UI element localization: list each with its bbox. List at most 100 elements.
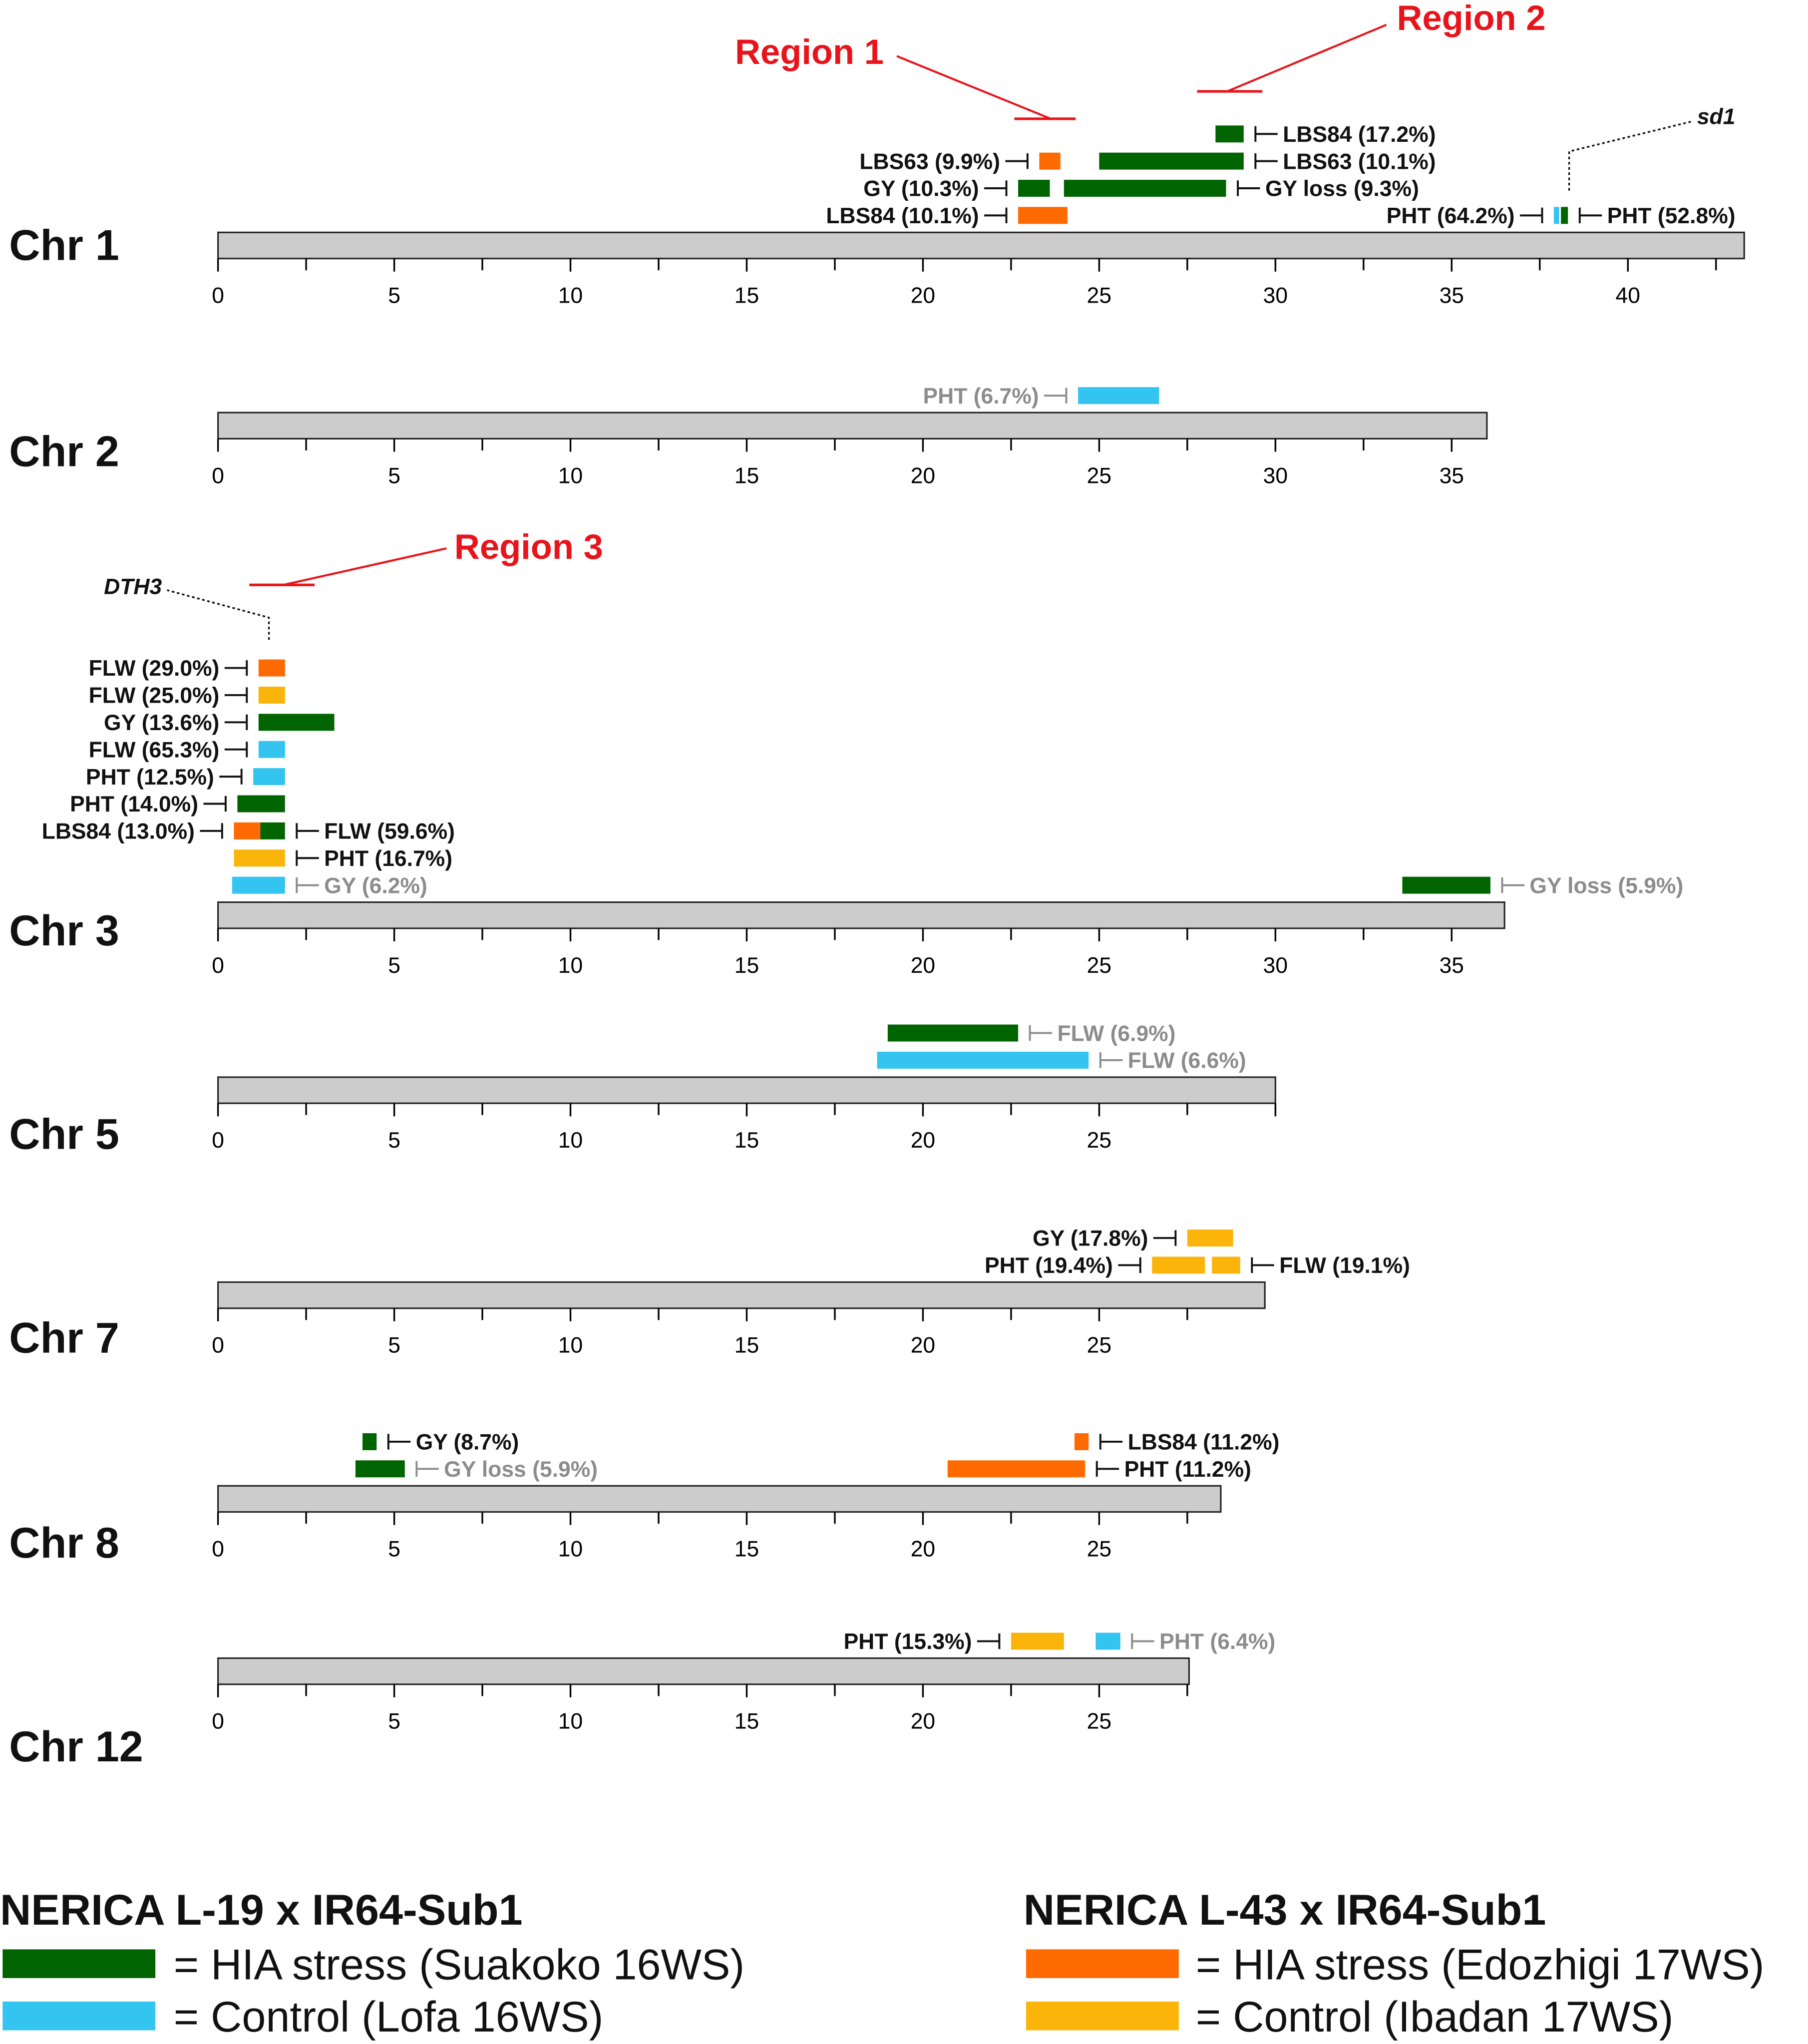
tick-label: 30 — [1263, 953, 1288, 978]
qtl: FLW (19.1%) — [1212, 1253, 1410, 1278]
chromosome-label: Chr 7 — [9, 1314, 119, 1362]
chromosome-chr8: Chr 8 0 5 10 15 20 25 GY (8.7%) LBS84 (11.2%) GY … — [9, 1430, 1279, 1567]
tick-label: 15 — [734, 953, 759, 978]
chromosome-label: Chr 2 — [9, 427, 119, 475]
qtl-bar — [877, 1051, 1089, 1069]
chromosome-label: Chr 5 — [9, 1111, 119, 1159]
tick-label: 0 — [212, 284, 224, 308]
qtl: GY (10.3%) — [863, 177, 1050, 201]
qtl-label: GY (10.3%) — [863, 177, 979, 201]
region-annotation: Region 2 — [1197, 0, 1546, 93]
qtl: PHT (19.4%) — [985, 1253, 1205, 1278]
qtl-bar — [234, 822, 261, 839]
qtl: PHT (15.3%) — [844, 1630, 1064, 1654]
tick-label: 20 — [911, 463, 935, 488]
tick-label: 5 — [388, 1537, 400, 1561]
tick-label: 25 — [1087, 1709, 1111, 1734]
chromosome-chr3: Chr 3 0 5 10 15 20 25 30 35 FLW (29.0%) FLW (25.0%… — [9, 656, 1683, 978]
chromosome-label: Chr 8 — [9, 1519, 119, 1567]
qtl-label: PHT (16.7%) — [324, 846, 452, 871]
tick-label: 35 — [1440, 463, 1464, 488]
tick-label: 35 — [1440, 284, 1464, 308]
qtl: GY (6.2%) — [232, 873, 427, 898]
legend-title: NERICA L-19 x IR64-Sub1 — [0, 1886, 523, 1934]
qtl: GY loss (5.9%) — [355, 1457, 598, 1482]
legend: NERICA L-19 x IR64-Sub1 = HIA stress (Sua… — [0, 1886, 1765, 2041]
legend-item-label: = Control (Lofa 16WS) — [174, 1993, 604, 2041]
tick-label: 25 — [1087, 1128, 1111, 1153]
tick-label: 5 — [388, 1709, 400, 1734]
legend-swatch — [1026, 2002, 1179, 2031]
tick-label: 0 — [212, 953, 224, 978]
region-pointer-line — [896, 55, 1052, 120]
qtl-label: GY loss (9.3%) — [1265, 177, 1419, 201]
tick-label: 40 — [1616, 284, 1640, 308]
qtl: FLW (6.9%) — [887, 1021, 1175, 1046]
qtl-bar — [1018, 180, 1050, 197]
gene-annotation: sd1 — [1568, 104, 1735, 191]
qtl-bar — [1095, 1633, 1120, 1650]
tick-label: 10 — [558, 1709, 583, 1734]
tick-label: 0 — [212, 1709, 224, 1734]
tick-label: 5 — [388, 1333, 400, 1358]
qtl: GY (13.6%) — [104, 711, 335, 735]
qtl-bar — [362, 1433, 377, 1450]
tick-label: 0 — [212, 1128, 224, 1153]
qtl: LBS63 (10.1%) — [1099, 149, 1436, 174]
tick-label: 10 — [558, 1333, 583, 1358]
tick-label: 10 — [558, 953, 583, 978]
chromosome-label: Chr 1 — [9, 221, 119, 269]
chromosome-bar — [217, 1657, 1190, 1685]
tick-label: 25 — [1087, 463, 1111, 488]
legend-swatch — [2, 1949, 156, 1978]
qtl-label: FLW (19.1%) — [1279, 1253, 1410, 1278]
chromosome-bar — [217, 411, 1488, 440]
qtl-bar — [234, 849, 285, 867]
qtl-label: GY loss (5.9%) — [444, 1457, 598, 1482]
tick-label: 30 — [1263, 463, 1288, 488]
qtl-label: FLW (6.9%) — [1057, 1021, 1175, 1046]
region-label: Region 2 — [1397, 0, 1546, 37]
region-label: Region 1 — [735, 32, 884, 71]
qtl-label: GY (8.7%) — [416, 1430, 519, 1455]
qtl: LBS84 (17.2%) — [1215, 122, 1436, 147]
qtl-bar — [1074, 1433, 1089, 1450]
tick-label: 25 — [1087, 284, 1111, 308]
qtl-label: FLW (65.3%) — [89, 738, 220, 762]
qtl-bar — [1402, 876, 1490, 894]
qtl-label: PHT (6.4%) — [1159, 1630, 1275, 1654]
legend-swatch — [1026, 1949, 1179, 1978]
qtl-bar — [947, 1460, 1085, 1478]
tick-label: 10 — [558, 463, 583, 488]
qtl-bar — [1018, 207, 1068, 224]
chromosome-bar — [217, 1485, 1222, 1513]
tick-label: 20 — [911, 1537, 935, 1561]
tick-label: 5 — [388, 1128, 400, 1153]
legend-title: NERICA L-43 x IR64-Sub1 — [1024, 1886, 1546, 1934]
legend-swatch — [2, 2002, 156, 2031]
qtl-bar — [1039, 152, 1061, 170]
region-annotation: Region 1 — [735, 32, 1076, 120]
tick-label: 10 — [558, 284, 583, 308]
region-label: Region 3 — [454, 527, 603, 566]
chromosome-label: Chr 3 — [9, 907, 119, 955]
chromosome-bar — [217, 901, 1505, 929]
qtl: LBS84 (11.2%) — [1074, 1430, 1280, 1455]
qtl-label: PHT (15.3%) — [844, 1630, 972, 1654]
chromosome-chr7: Chr 7 0 5 10 15 20 25 GY (17.8%)PHT (19.4%) FLW … — [9, 1226, 1410, 1362]
qtl: PHT (6.7%) — [923, 384, 1159, 409]
qtl: PHT (16.7%) — [234, 846, 452, 871]
qtl-label: LBS84 (11.2%) — [1128, 1430, 1280, 1455]
qtl-bar — [237, 795, 285, 813]
qtl: FLW (29.0%) — [89, 656, 285, 681]
gene-annotation: DTH3 — [104, 575, 270, 640]
tick-label: 15 — [734, 1709, 759, 1734]
tick-label: 20 — [911, 1128, 935, 1153]
qtl-label: FLW (25.0%) — [89, 684, 220, 708]
qtl-bar — [1064, 180, 1226, 197]
qtl: FLW (25.0%) — [89, 684, 285, 708]
qtl-bar — [1215, 125, 1244, 143]
qtl-bar — [1212, 1256, 1240, 1274]
annotation-layer: Region 1 Region 2 Region 3 sd1 DTH3 — [104, 0, 1735, 640]
